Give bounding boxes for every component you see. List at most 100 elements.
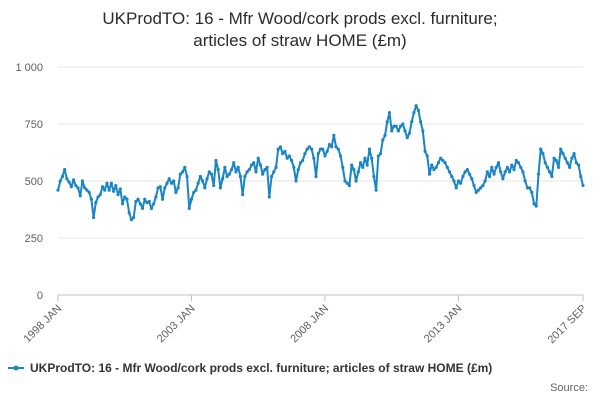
data-point[interactable] (258, 163, 263, 167)
data-point[interactable] (180, 170, 185, 174)
data-point[interactable] (152, 202, 156, 206)
data-point[interactable] (503, 170, 507, 174)
data-point[interactable] (69, 185, 73, 189)
data-point[interactable] (154, 195, 158, 199)
data-point[interactable] (545, 165, 550, 169)
data-point[interactable] (98, 193, 102, 197)
data-point[interactable] (292, 165, 296, 169)
data-point[interactable] (334, 145, 338, 149)
data-point[interactable] (105, 181, 109, 185)
data-point[interactable] (372, 174, 376, 179)
data-point[interactable] (118, 187, 122, 191)
data-point[interactable] (501, 177, 505, 181)
data-point[interactable] (485, 170, 489, 174)
data-point[interactable] (414, 104, 418, 108)
data-point[interactable] (169, 181, 174, 185)
data-point[interactable] (343, 179, 347, 183)
data-point[interactable] (572, 152, 576, 156)
data-point[interactable] (403, 129, 407, 133)
data-point[interactable] (552, 156, 556, 160)
data-point[interactable] (556, 165, 561, 169)
data-point[interactable] (374, 188, 378, 192)
data-point[interactable] (338, 154, 343, 158)
data-point[interactable] (474, 190, 478, 194)
data-point[interactable] (568, 165, 572, 169)
data-point[interactable] (341, 165, 345, 169)
data-point[interactable] (232, 161, 236, 165)
data-point[interactable] (581, 183, 585, 188)
data-point[interactable] (87, 190, 91, 194)
data-point[interactable] (534, 204, 538, 208)
data-point[interactable] (539, 147, 543, 151)
data-point[interactable] (296, 168, 300, 172)
data-point[interactable] (576, 163, 581, 167)
legend-label[interactable]: UKProdTO: 16 - Mfr Wood/cork prods excl.… (30, 361, 492, 375)
data-point[interactable] (236, 165, 240, 169)
data-point[interactable] (321, 147, 325, 151)
data-point[interactable] (412, 111, 416, 115)
data-point[interactable] (370, 156, 374, 160)
data-point[interactable] (318, 147, 323, 151)
data-point[interactable] (570, 156, 574, 160)
data-point[interactable] (459, 181, 463, 185)
data-point[interactable] (421, 129, 425, 133)
data-point[interactable] (149, 206, 154, 210)
data-point[interactable] (245, 170, 249, 174)
data-point[interactable] (254, 170, 258, 174)
data-point[interactable] (312, 156, 316, 160)
data-point[interactable] (514, 158, 518, 163)
data-point[interactable] (116, 193, 120, 197)
data-point[interactable] (487, 174, 492, 179)
data-point[interactable] (58, 179, 62, 183)
data-point[interactable] (528, 186, 532, 190)
data-point[interactable] (519, 165, 523, 169)
data-point[interactable] (112, 189, 116, 193)
data-point[interactable] (383, 133, 387, 137)
data-point[interactable] (452, 179, 456, 183)
data-point[interactable] (541, 152, 545, 156)
data-point[interactable] (223, 165, 227, 169)
data-point[interactable] (138, 202, 142, 206)
data-point[interactable] (441, 158, 445, 163)
data-point[interactable] (283, 149, 287, 153)
data-point[interactable] (225, 174, 229, 179)
data-point[interactable] (461, 174, 465, 179)
data-point[interactable] (63, 168, 67, 172)
data-point[interactable] (274, 165, 278, 169)
data-point[interactable] (416, 108, 420, 112)
data-point[interactable] (281, 152, 285, 156)
data-point[interactable] (330, 145, 334, 149)
data-point[interactable] (472, 183, 476, 188)
data-point[interactable] (207, 170, 211, 174)
data-point[interactable] (247, 168, 251, 172)
data-point[interactable] (91, 215, 96, 220)
data-point[interactable] (203, 186, 207, 190)
data-point[interactable] (140, 206, 145, 210)
data-point[interactable] (67, 180, 71, 184)
data-point[interactable] (187, 206, 191, 210)
data-point[interactable] (367, 147, 372, 151)
data-point[interactable] (363, 156, 367, 160)
data-point[interactable] (174, 190, 178, 194)
data-point[interactable] (470, 177, 474, 181)
data-point[interactable] (365, 163, 369, 167)
data-point[interactable] (536, 172, 541, 176)
data-point[interactable] (71, 178, 76, 182)
data-point[interactable] (205, 177, 209, 181)
data-point[interactable] (212, 183, 216, 188)
data-point[interactable] (80, 179, 85, 183)
data-point[interactable] (265, 165, 269, 169)
data-point[interactable] (405, 136, 409, 140)
data-point[interactable] (530, 190, 534, 194)
data-point[interactable] (432, 168, 436, 172)
data-point[interactable] (336, 147, 340, 151)
data-point[interactable] (107, 188, 111, 192)
data-point[interactable] (390, 129, 394, 133)
data-point[interactable] (100, 185, 105, 189)
data-point[interactable] (410, 120, 414, 124)
data-point[interactable] (74, 183, 78, 188)
data-point[interactable] (192, 190, 196, 194)
data-point[interactable] (229, 168, 234, 172)
data-point[interactable] (481, 183, 485, 188)
legend[interactable]: UKProdTO: 16 - Mfr Wood/cork prods excl.… (8, 361, 492, 375)
